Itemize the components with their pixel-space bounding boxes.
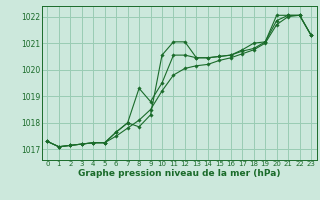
X-axis label: Graphe pression niveau de la mer (hPa): Graphe pression niveau de la mer (hPa) bbox=[78, 169, 280, 178]
